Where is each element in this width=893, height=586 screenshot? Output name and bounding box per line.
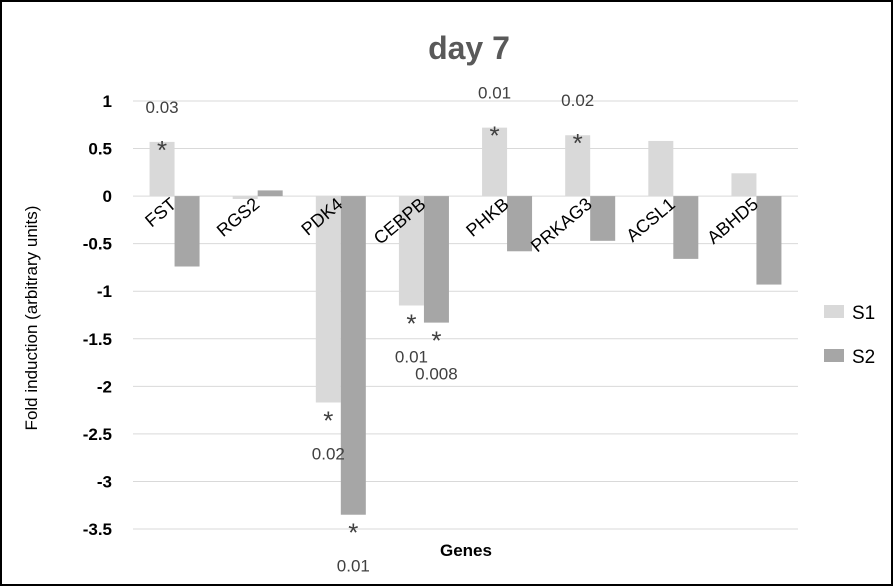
category-label-phkb: PHKB <box>462 194 512 241</box>
p-value-label: 0.02 <box>312 445 345 464</box>
bar-s2-pdk4 <box>340 196 366 515</box>
y-tick-label: -1 <box>97 282 112 301</box>
category-label-acsl1: ACSL1 <box>622 194 679 246</box>
legend-label-s1: S1 <box>852 303 875 324</box>
y-tick-label: 0 <box>103 187 112 206</box>
category-label-fst: FST <box>141 194 180 231</box>
bar-s1-phkb <box>482 127 508 197</box>
y-tick-label: -2 <box>97 377 112 396</box>
bar-s2-prkag3 <box>590 196 616 241</box>
y-axis-label: Fold induction (arbitrary units) <box>22 206 41 431</box>
y-tick-label: -1.5 <box>83 330 112 349</box>
p-value-label: 0.01 <box>395 347 428 366</box>
significance-marker: * <box>573 128 583 158</box>
p-value-label: 0.008 <box>415 365 458 384</box>
p-value-label: 0.03 <box>146 98 179 117</box>
category-label-rgs2: RGS2 <box>213 194 263 241</box>
category-label-abhd5: ABHD5 <box>703 194 762 248</box>
bar-s1-cebpb <box>398 196 424 306</box>
legend-swatch-s2 <box>824 349 844 362</box>
significance-annotations: *0.03*0.02*0.01*0.01*0.008*0.01*0.02 <box>146 84 595 576</box>
y-tick-label: -3 <box>97 472 112 491</box>
bar-s1-abhd5 <box>731 173 757 197</box>
significance-marker: * <box>406 308 416 338</box>
p-value-label: 0.01 <box>337 557 370 576</box>
bar-s2-rgs2 <box>257 190 283 197</box>
gridlines <box>133 100 798 530</box>
y-tick-label: 1 <box>103 92 112 111</box>
y-tick-label: -2.5 <box>83 425 112 444</box>
significance-marker: * <box>323 406 333 436</box>
significance-marker: * <box>490 121 500 151</box>
y-tick-label: 0.5 <box>88 140 112 159</box>
significance-marker: * <box>431 326 441 356</box>
significance-marker: * <box>157 135 167 165</box>
p-value-label: 0.02 <box>561 91 594 110</box>
bar-s1-rgs2 <box>232 196 258 199</box>
p-value-label: 0.01 <box>478 84 511 103</box>
bar-s1-prkag3 <box>565 135 591 197</box>
legend-swatch-s1 <box>824 305 844 318</box>
bar-s2-phkb <box>507 196 533 252</box>
y-tick-label: -3.5 <box>83 520 112 539</box>
legend: S1 S2 <box>824 303 875 368</box>
y-axis-ticks: 1 0.5 0 -0.5 -1 -1.5 -2 -2.5 -3 -3.5 <box>83 92 112 539</box>
bar-s2-acsl1 <box>673 196 699 259</box>
bar-s2-cebpb <box>423 196 449 323</box>
chart-title: day 7 <box>428 30 510 66</box>
bars <box>149 127 782 515</box>
y-tick-label: -0.5 <box>83 235 112 254</box>
category-label-prkag3: PRKAG3 <box>527 194 596 256</box>
significance-marker: * <box>348 518 358 548</box>
bar-s2-abhd5 <box>756 196 782 285</box>
bar-s1-acsl1 <box>648 140 674 197</box>
bar-s2-fst <box>174 196 200 267</box>
bar-s1-fst <box>149 141 175 197</box>
category-labels: FST RGS2 PDK4 CEBPB PHKB PRKAG3 ACSL1 ABHD5 <box>141 194 762 256</box>
bar-s1-pdk4 <box>315 196 341 403</box>
x-axis-label: Genes <box>440 541 492 560</box>
legend-label-s2: S2 <box>852 347 875 368</box>
